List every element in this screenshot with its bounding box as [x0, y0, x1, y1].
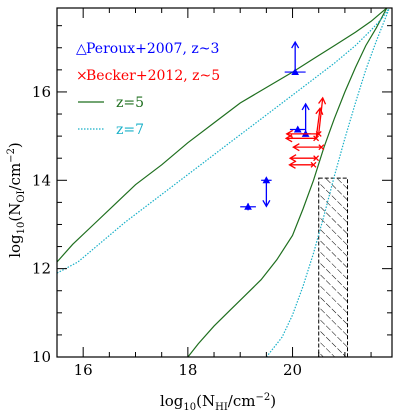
- peroux-lower-limit-head: [291, 40, 300, 49]
- y-tick-label: 14: [32, 171, 51, 189]
- y-tick-label: 16: [32, 83, 51, 101]
- curve-z7-lower: [265, 8, 390, 357]
- becker-point: [288, 160, 317, 169]
- peroux-lower-limit: [301, 102, 310, 134]
- peroux-point: [261, 176, 272, 208]
- peroux-upper-limit-head: [262, 199, 271, 208]
- becker-left-limit-head: [288, 160, 296, 169]
- peroux-upper-limit: [262, 180, 271, 208]
- peroux-lower-limit: [291, 40, 300, 73]
- becker-left-limit: [288, 160, 314, 169]
- becker-left-limit: [288, 154, 317, 163]
- becker-marker: [313, 155, 320, 162]
- becker-left-limit: [284, 134, 317, 143]
- y-tick-label: 12: [32, 260, 51, 278]
- becker-left-limit: [292, 143, 322, 152]
- becker-lower-limit-head: [318, 96, 327, 105]
- becker-lower-limit-head: [315, 107, 324, 115]
- peroux-marker: [244, 202, 252, 210]
- legend-label: Becker+2012, z~5: [86, 68, 220, 84]
- becker-point: [288, 154, 320, 163]
- becker-left-limit-head: [292, 143, 300, 152]
- hatched-region: [318, 177, 349, 357]
- x-tick-label: 20: [283, 361, 302, 379]
- curve-z5-lower: [187, 8, 388, 357]
- axes: 16 18 20 10 12 14 16: [32, 7, 393, 379]
- legend-marker: ×: [76, 68, 88, 84]
- legend-label: z=7: [116, 122, 144, 138]
- becker-left-limit-head: [288, 154, 297, 163]
- y-axis-label: log10(NOI/cm−2): [6, 142, 27, 258]
- legend-marker: △: [76, 41, 87, 57]
- becker-lower-limit: [315, 107, 324, 139]
- legend-label: z=5: [116, 95, 144, 111]
- peroux-point: [300, 102, 311, 137]
- x-tick-label: 16: [74, 361, 93, 379]
- peroux-marker: [293, 125, 302, 133]
- y-tick-label: 10: [32, 348, 51, 366]
- becker-lower-limit-shaft: [318, 97, 324, 134]
- peroux-lower-limit-head: [301, 102, 310, 111]
- becker-point: [292, 143, 325, 152]
- curve-z5-upper: [57, 8, 388, 263]
- becker-marker: [318, 144, 325, 151]
- peroux-point: [284, 40, 306, 76]
- legend-label: Peroux+2007, z~3: [86, 41, 219, 57]
- plot-frame: [56, 7, 393, 358]
- x-axis-label: log10(NHI/cm−2): [160, 392, 276, 413]
- peroux-point: [240, 202, 256, 211]
- becker-marker: [313, 135, 320, 142]
- legend: △ Peroux+2007, z~3 ×Becker+2012, z~5 z=5 z=7: [76, 41, 220, 138]
- becker-lower-limit-shaft: [315, 108, 321, 139]
- x-tick-label: 18: [178, 361, 197, 379]
- becker-lower-limit: [318, 96, 327, 134]
- becker-left-limit-head: [284, 134, 293, 143]
- becker-point: [284, 107, 324, 143]
- peroux-point: [289, 125, 306, 133]
- plot-area: [57, 8, 390, 357]
